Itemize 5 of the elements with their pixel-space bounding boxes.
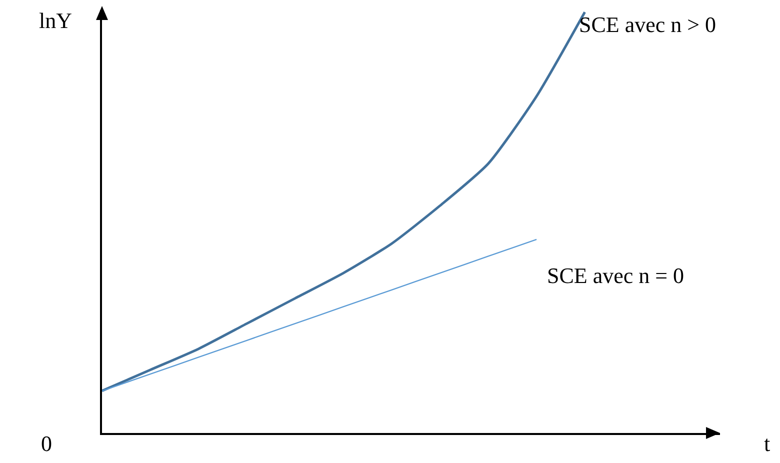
series-label: SCE avec n > 0	[579, 12, 716, 37]
text: t	[764, 431, 770, 456]
text: 0	[41, 431, 52, 456]
series-label: SCE avec n = 0	[547, 263, 684, 288]
y-axis-title: lnY	[39, 8, 72, 33]
